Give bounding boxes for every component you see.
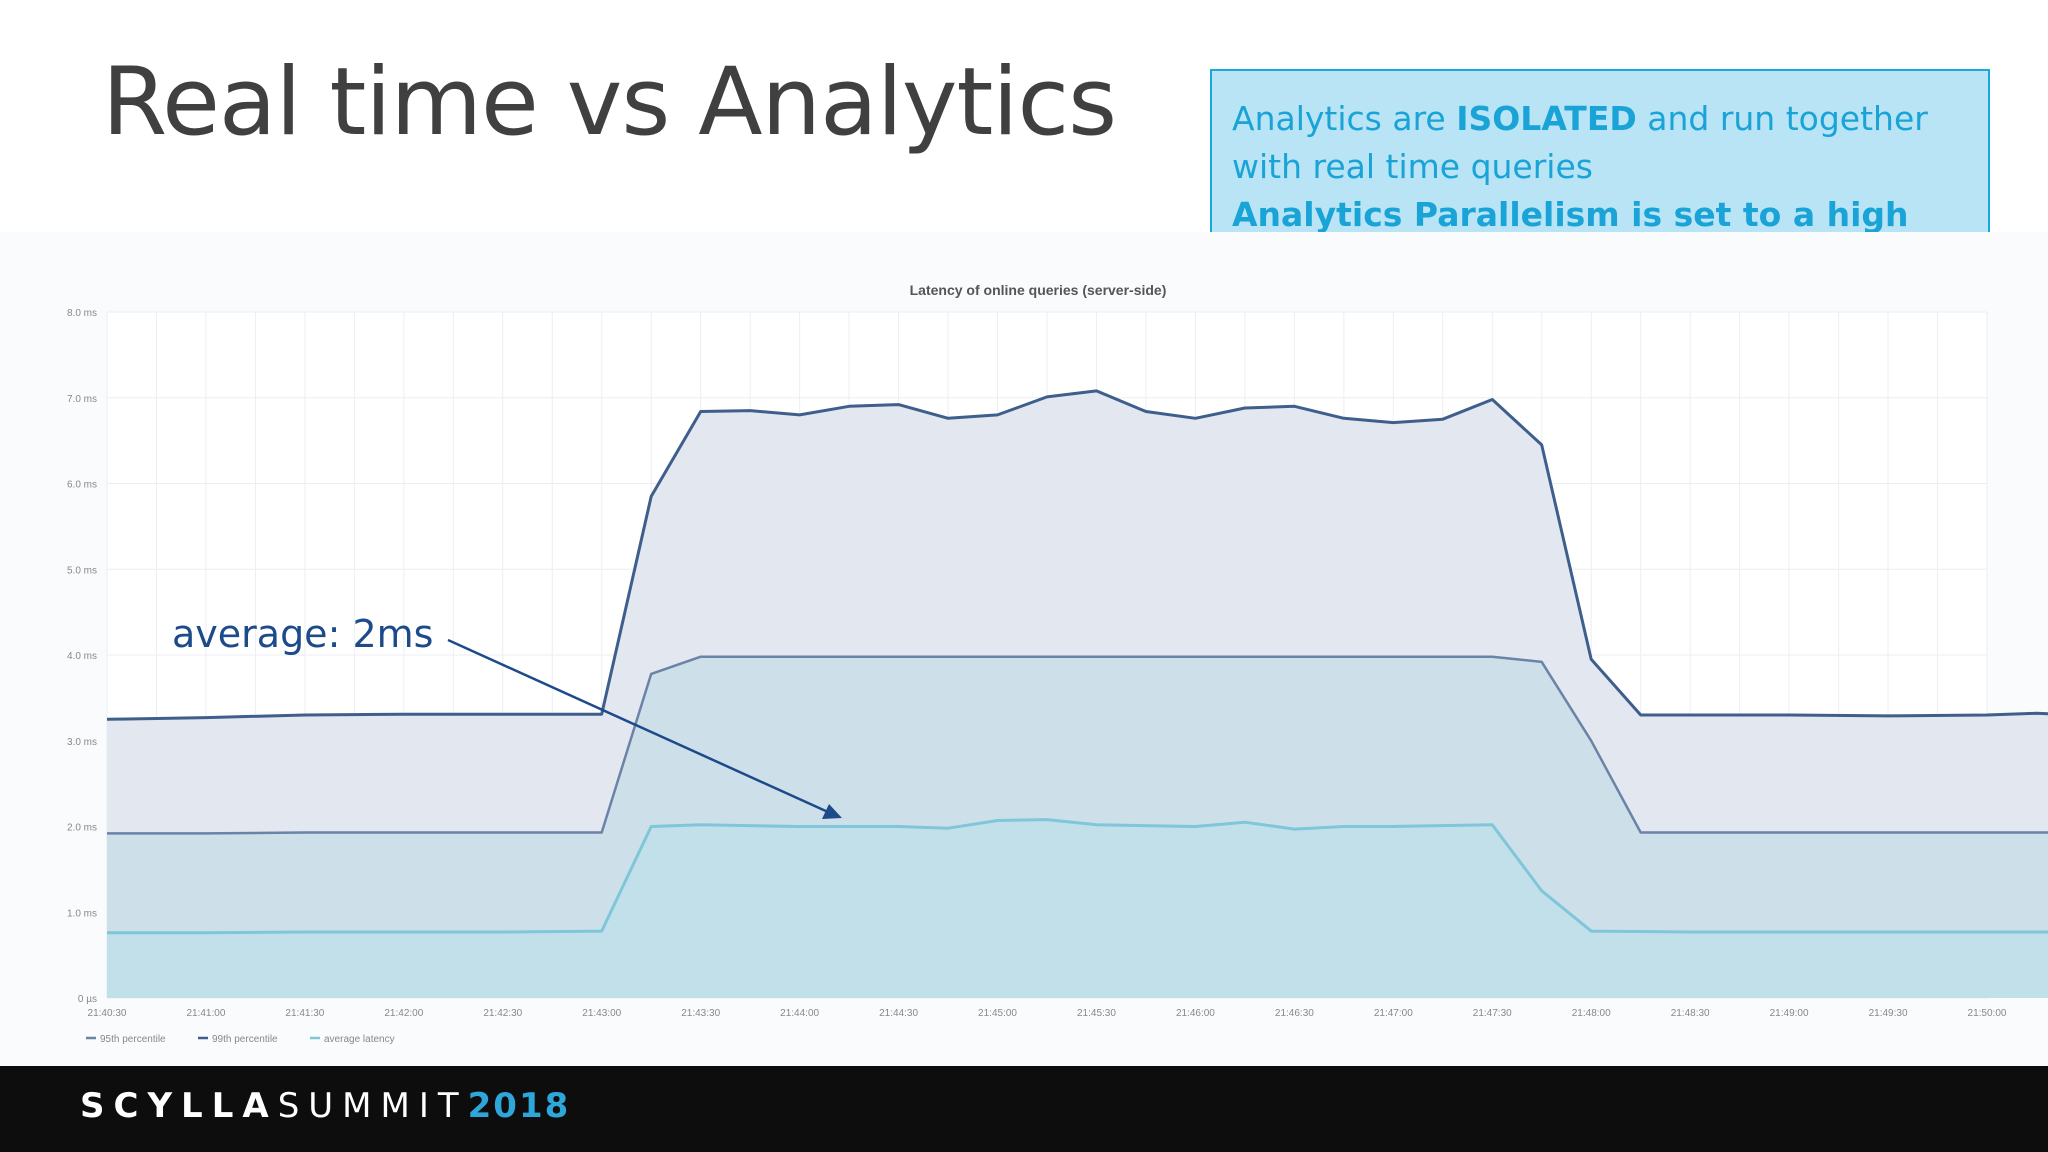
x-axis: 21:40:30 21:41:00 21:41:30 21:42:00 21:42:30… <box>88 1008 2007 1019</box>
legend-label: average latency <box>324 1034 395 1045</box>
x-tick-label: 21:42:30 <box>483 1008 522 1019</box>
callout-box: Analytics are ISOLATED and run together … <box>1210 69 1990 282</box>
y-tick-label: 7.0 ms <box>67 394 97 405</box>
latency-chart: Latency of online queries (server-side) … <box>67 282 2048 1045</box>
x-tick-label: 21:48:30 <box>1671 1008 1710 1019</box>
y-tick-label: 4.0 ms <box>67 651 97 662</box>
y-tick-label: 8.0 ms <box>67 308 97 319</box>
chart-area: Latency of online queries (server-side) … <box>0 232 2048 1066</box>
x-tick-label: 21:44:00 <box>780 1008 819 1019</box>
series-lines <box>106 389 2048 935</box>
chart-legend: 95th percentile 99th percentile average la… <box>86 1034 395 1045</box>
x-tick-label: 21:41:30 <box>285 1008 324 1019</box>
slide-title: Real time vs Analytics <box>102 48 1117 157</box>
y-tick-label: 0 µs <box>78 994 97 1005</box>
legend-label: 95th percentile <box>100 1034 166 1045</box>
chart-title: Latency of online queries (server-side) <box>910 282 1167 298</box>
x-tick-label: 21:46:30 <box>1275 1008 1314 1019</box>
y-tick-label: 1.0 ms <box>67 908 97 919</box>
x-tick-label: 21:40:30 <box>88 1008 127 1019</box>
x-tick-label: 21:47:30 <box>1473 1008 1512 1019</box>
series-line-95th-percentile <box>107 655 2048 835</box>
y-tick-label: 5.0 ms <box>67 565 97 576</box>
x-tick-label: 21:45:30 <box>1077 1008 1116 1019</box>
x-tick-label: 21:44:30 <box>879 1008 918 1019</box>
y-tick-label: 6.0 ms <box>67 480 97 491</box>
y-tick-label: 3.0 ms <box>67 737 97 748</box>
x-tick-label: 21:41:00 <box>186 1008 225 1019</box>
x-tick-label: 21:49:00 <box>1770 1008 1809 1019</box>
series-line-average-latency <box>107 818 2048 935</box>
x-tick-label: 21:43:00 <box>582 1008 621 1019</box>
x-tick-label: 21:47:00 <box>1374 1008 1413 1019</box>
annotation-label: average: 2ms <box>172 612 434 656</box>
x-tick-label: 21:45:00 <box>978 1008 1017 1019</box>
callout-line-2: with real time queries <box>1232 147 1593 186</box>
callout-line-1: Analytics are ISOLATED and run together <box>1232 99 1928 138</box>
y-tick-label: 2.0 ms <box>67 823 97 834</box>
x-tick-label: 21:48:00 <box>1572 1008 1611 1019</box>
x-tick-label: 21:50:00 <box>1968 1008 2007 1019</box>
annotation-arrow <box>447 638 842 819</box>
x-tick-label: 21:42:00 <box>384 1008 423 1019</box>
legend-label: 99th percentile <box>212 1034 278 1045</box>
series-line-99th-percentile <box>106 389 2048 721</box>
footer-bar: SCYLLASUMMIT2018 <box>0 1066 2048 1152</box>
x-tick-label: 21:49:30 <box>1869 1008 1908 1019</box>
y-axis: 0 µs 1.0 ms 2.0 ms 3.0 ms 4.0 ms 5.0 ms 6.0 ms… <box>67 308 97 1005</box>
x-tick-label: 21:43:30 <box>681 1008 720 1019</box>
series-area-average-latency <box>107 819 2048 998</box>
footer-logo: SCYLLASUMMIT2018 <box>80 1086 571 1126</box>
x-tick-label: 21:46:00 <box>1176 1008 1215 1019</box>
